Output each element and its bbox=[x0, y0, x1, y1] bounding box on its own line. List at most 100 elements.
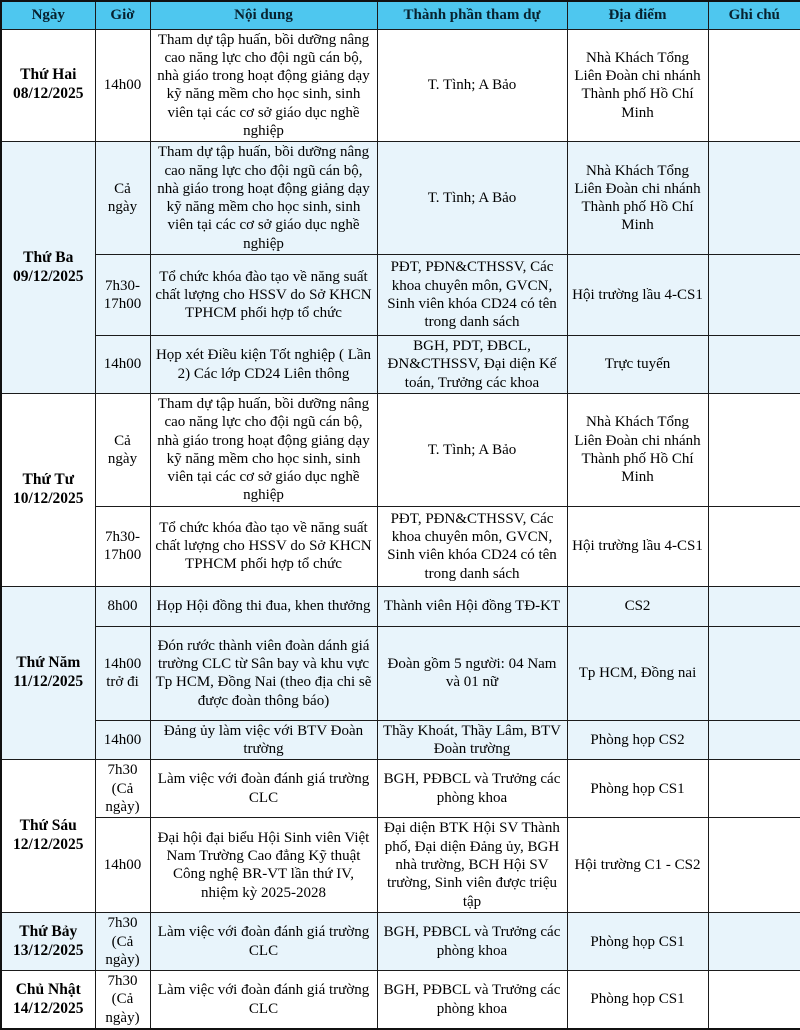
participants-cell: BGH, PĐBCL và Trưởng các phòng khoa bbox=[376, 759, 568, 819]
content-cell: Tham dự tập huấn, bồi dưỡng nâng cao năn… bbox=[149, 28, 378, 143]
note-cell bbox=[707, 505, 800, 587]
day-date: 11/12/2025 bbox=[13, 673, 84, 691]
note-cell bbox=[707, 759, 800, 819]
location-cell: Phòng họp CS1 bbox=[566, 912, 709, 972]
content-cell: Đảng ủy làm việc với BTV Đoàn trường bbox=[149, 719, 378, 761]
content-cell: Làm việc với đoàn đánh giá trường CLC bbox=[149, 759, 378, 819]
time-cell: 8h00 bbox=[94, 585, 151, 627]
location-cell: Trực tuyến bbox=[566, 335, 709, 394]
participants-cell: BGH, PĐBCL và Trưởng các phòng khoa bbox=[376, 970, 568, 1030]
note-cell bbox=[707, 335, 800, 394]
time-cell: 14h00 bbox=[94, 335, 151, 394]
participants-cell: Thành viên Hội đồng TĐ-KT bbox=[376, 585, 568, 627]
time-cell: 14h00 bbox=[94, 719, 151, 761]
column-header-participants: Thành phần tham dự bbox=[376, 0, 568, 30]
note-cell bbox=[707, 912, 800, 972]
day-name: Thứ Năm bbox=[16, 654, 81, 672]
time-cell: 14h00 bbox=[94, 817, 151, 914]
day-date: 08/12/2025 bbox=[12, 85, 84, 103]
time-cell: 7h30 (Cả ngày) bbox=[94, 759, 151, 819]
day-cell-saturday: Thứ Bảy 13/12/2025 bbox=[0, 912, 96, 972]
table-row: Thứ Tư 10/12/2025 Cả ngày Tham dự tập hu… bbox=[0, 392, 800, 587]
location-cell: Phòng họp CS1 bbox=[566, 970, 709, 1030]
table-row: Thứ Sáu 12/12/2025 7h30 (Cả ngày) Làm vi… bbox=[0, 759, 800, 914]
participants-cell: PĐT, PĐN&CTHSSV, Các khoa chuyên môn, GV… bbox=[376, 505, 568, 587]
table-row: 14h00 Đảng ủy làm việc với BTV Đoàn trườ… bbox=[1, 719, 800, 761]
location-cell: Hội trường lầu 4-CS1 bbox=[566, 505, 709, 587]
location-cell: CS2 bbox=[566, 585, 709, 627]
participants-cell: T. Tình; A Bảo bbox=[376, 141, 568, 256]
table-row: Thứ Năm 11/12/2025 8h00 Họp Hội đồng thi… bbox=[0, 585, 800, 761]
column-header-note: Ghi chú bbox=[707, 0, 800, 30]
time-cell: Cả ngày bbox=[94, 141, 151, 256]
day-cell-thursday: Thứ Năm 11/12/2025 bbox=[0, 585, 96, 761]
note-cell bbox=[707, 392, 800, 507]
content-cell: Họp Hội đồng thi đua, khen thưởng bbox=[149, 585, 378, 627]
note-cell bbox=[707, 719, 800, 761]
day-name: Thứ Ba bbox=[23, 248, 74, 266]
location-cell: Nhà Khách Tổng Liên Đoàn chi nhánh Thành… bbox=[566, 141, 709, 256]
time-cell: 7h30 (Cả ngày) bbox=[94, 970, 151, 1030]
content-cell: Làm việc với đoàn đánh giá trường CLC bbox=[149, 970, 378, 1030]
content-cell: Đón rước thành viên đoàn dánh giá trường… bbox=[149, 625, 378, 721]
day-date: 12/12/2025 bbox=[12, 836, 84, 854]
note-cell bbox=[707, 970, 800, 1030]
table-row: 14h00 trở đi Đón rước thành viên đoàn dá… bbox=[1, 625, 800, 721]
location-cell: Hội trường C1 - CS2 bbox=[566, 817, 709, 914]
time-cell: 7h30-17h00 bbox=[94, 254, 151, 337]
time-cell: 14h00 bbox=[94, 28, 151, 143]
content-cell: Đại hội đại biểu Hội Sinh viên Việt Nam … bbox=[149, 817, 378, 914]
participants-cell: T. Tình; A Bảo bbox=[376, 28, 568, 143]
content-cell: Tham dự tập huấn, bồi dưỡng nâng cao năn… bbox=[149, 392, 378, 507]
table-row: Thứ Ba 09/12/2025 Cả ngày Tham dự tập hu… bbox=[0, 141, 800, 394]
table-row: 7h30-17h00 Tổ chức khóa đào tạo về năng … bbox=[1, 254, 800, 337]
content-cell: Làm việc với đoàn đánh giá trường CLC bbox=[149, 912, 378, 972]
time-cell: Cả ngày bbox=[94, 392, 151, 507]
participants-cell: Thầy Khoát, Thầy Lâm, BTV Đoàn trường bbox=[376, 719, 568, 761]
day-date: 09/12/2025 bbox=[12, 267, 84, 285]
participants-cell: BGH, PDT, ĐBCL, ĐN&CTHSSV, Đại diện Kế t… bbox=[376, 335, 568, 394]
location-cell: Nhà Khách Tổng Liên Đoàn chi nhánh Thành… bbox=[566, 28, 709, 143]
day-date: 10/12/2025 bbox=[12, 489, 84, 507]
participants-cell: Đại diện BTK Hội SV Thành phố, Đại diện … bbox=[376, 817, 568, 914]
day-name: Thứ Tư bbox=[22, 470, 75, 488]
location-cell: Phòng họp CS1 bbox=[566, 759, 709, 819]
column-header-day: Ngày bbox=[0, 0, 96, 30]
participants-cell: Đoàn gồm 5 người: 04 Nam và 01 nữ bbox=[376, 625, 568, 721]
table-row: Thứ Bảy 13/12/2025 7h30 (Cả ngày) Làm vi… bbox=[0, 912, 800, 972]
table-row: 14h00 Họp xét Điều kiện Tốt nghiệp ( Lần… bbox=[1, 335, 800, 394]
header-row: Ngày Giờ Nội dung Thành phần tham dự Địa… bbox=[0, 0, 800, 30]
day-name: Chủ Nhật bbox=[15, 980, 81, 998]
content-cell: Tổ chức khóa đào tạo về năng suất chất l… bbox=[149, 254, 378, 337]
content-cell: Tổ chức khóa đào tạo về năng suất chất l… bbox=[149, 505, 378, 587]
day-name: Thứ Sáu bbox=[19, 817, 77, 835]
note-cell bbox=[707, 625, 800, 721]
time-cell: 7h30 (Cả ngày) bbox=[94, 912, 151, 972]
day-cell-sunday: Chủ Nhật 14/12/2025 bbox=[0, 970, 96, 1030]
note-cell bbox=[707, 141, 800, 256]
day-name: Thứ Bảy bbox=[19, 922, 78, 940]
column-header-time: Giờ bbox=[94, 0, 151, 30]
note-cell bbox=[707, 28, 800, 143]
day-date: 13/12/2025 bbox=[12, 941, 84, 959]
time-cell: 14h00 trở đi bbox=[94, 625, 151, 721]
content-cell: Tham dự tập huấn, bồi dưỡng nâng cao năn… bbox=[149, 141, 378, 256]
note-cell bbox=[707, 254, 800, 337]
participants-cell: BGH, PĐBCL và Trưởng các phòng khoa bbox=[376, 912, 568, 972]
day-name: Thứ Hai bbox=[20, 66, 77, 84]
note-cell bbox=[707, 817, 800, 914]
day-cell-tuesday: Thứ Ba 09/12/2025 bbox=[0, 141, 96, 394]
location-cell: Phòng họp CS2 bbox=[566, 719, 709, 761]
location-cell: Nhà Khách Tổng Liên Đoàn chi nhánh Thành… bbox=[566, 392, 709, 507]
table-row: 7h30-17h00 Tổ chức khóa đào tạo về năng … bbox=[1, 505, 800, 587]
content-cell: Họp xét Điều kiện Tốt nghiệp ( Lần 2) Cá… bbox=[149, 335, 378, 394]
table-row: Chủ Nhật 14/12/2025 7h30 (Cả ngày) Làm v… bbox=[0, 970, 800, 1030]
time-cell: 7h30-17h00 bbox=[94, 505, 151, 587]
day-date: 14/12/2025 bbox=[12, 999, 84, 1017]
location-cell: Tp HCM, Đồng nai bbox=[566, 625, 709, 721]
participants-cell: PĐT, PĐN&CTHSSV, Các khoa chuyên môn, GV… bbox=[376, 254, 568, 337]
column-header-content: Nội dung bbox=[149, 0, 378, 30]
location-cell: Hội trường lầu 4-CS1 bbox=[566, 254, 709, 337]
table-row: Thứ Hai 08/12/2025 14h00 Tham dự tập huấ… bbox=[0, 28, 800, 143]
